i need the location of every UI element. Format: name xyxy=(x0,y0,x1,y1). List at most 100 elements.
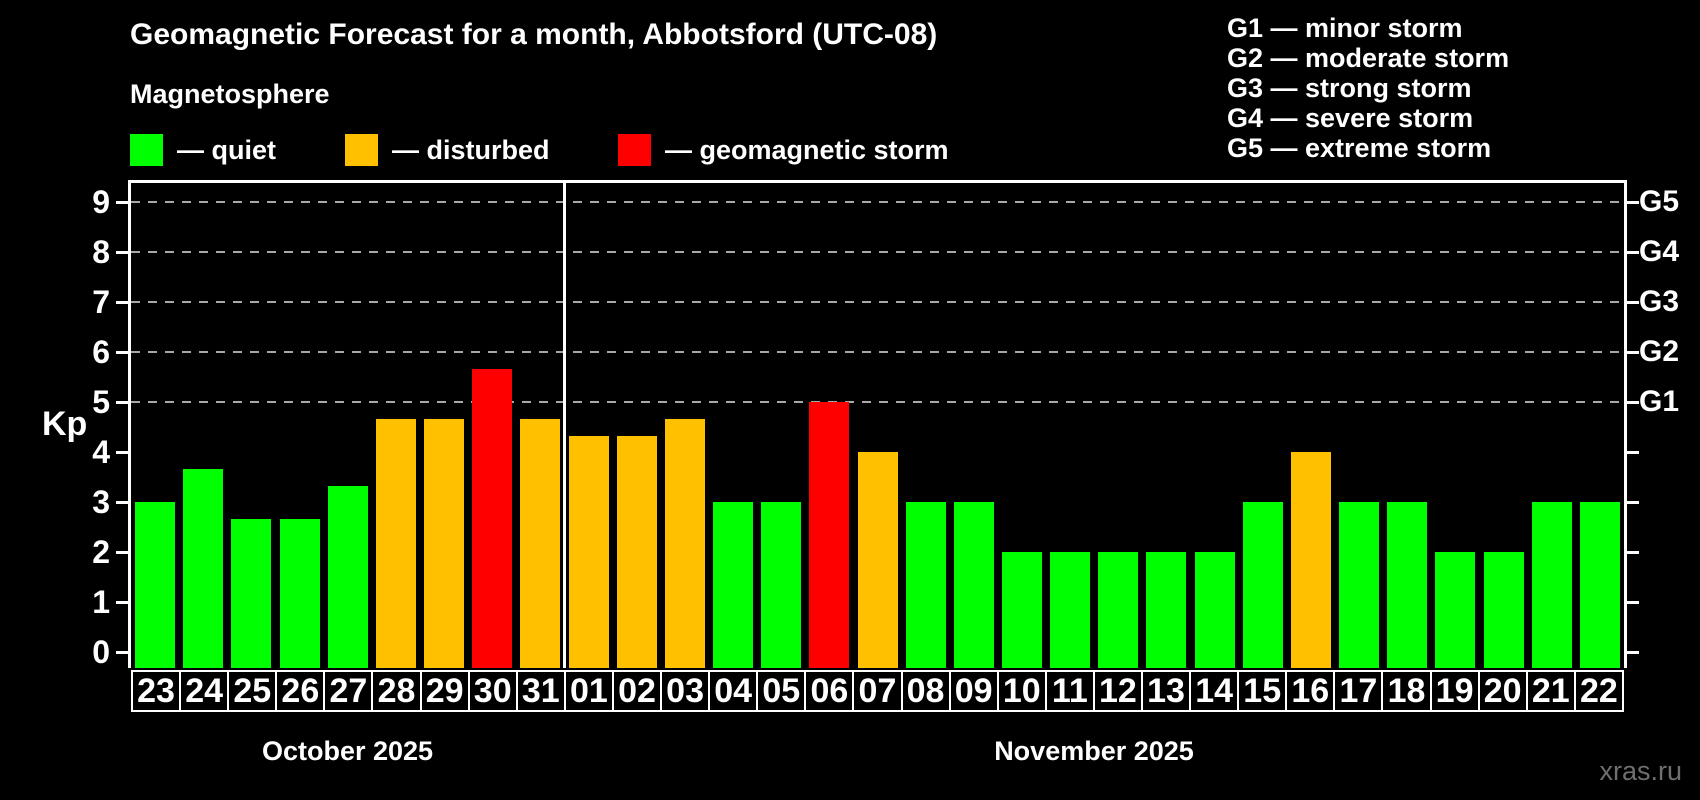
kp-bar-15 xyxy=(1242,502,1283,668)
kp-tick-label: 5 xyxy=(92,384,110,420)
day-label-30: 30 xyxy=(467,670,518,712)
g-axis-tick xyxy=(1627,250,1639,254)
g-axis-tick xyxy=(1627,350,1639,354)
gridline-kp9 xyxy=(131,201,1624,203)
day-label-16: 16 xyxy=(1285,670,1336,712)
month-label-october: October 2025 xyxy=(261,736,434,766)
gridline-kp5 xyxy=(131,401,1624,403)
kp-bar-14 xyxy=(1194,552,1235,668)
day-label-22: 22 xyxy=(1573,670,1624,712)
kp-bar-25 xyxy=(231,518,272,668)
kp-bar-26 xyxy=(279,518,320,668)
legend-item-quiet: — quiet xyxy=(130,133,276,167)
day-label-25: 25 xyxy=(227,670,278,712)
kp-bar-03 xyxy=(664,418,705,668)
kp-bar-23 xyxy=(135,502,176,668)
kp-bar-31 xyxy=(520,418,561,668)
g-scale-line: G1 — minor storm xyxy=(1227,13,1463,43)
kp-axis-tick xyxy=(116,550,128,554)
g-axis-tick xyxy=(1627,550,1639,554)
kp-bar-05 xyxy=(761,502,802,668)
g-axis-tick xyxy=(1627,500,1639,504)
day-label-05: 05 xyxy=(756,670,807,712)
gridline-kp8 xyxy=(131,251,1624,253)
day-label-04: 04 xyxy=(708,670,759,712)
kp-axis-tick xyxy=(116,650,128,654)
legend-item-disturbed: — disturbed xyxy=(345,133,550,167)
kp-bar-12 xyxy=(1098,552,1139,668)
watermark: xras.ru xyxy=(1599,756,1682,786)
day-label-03: 03 xyxy=(660,670,711,712)
kp-tick-label: 4 xyxy=(92,434,110,470)
legend-label: — quiet xyxy=(177,134,276,165)
kp-tick-label: 9 xyxy=(92,184,110,220)
gridline-kp7 xyxy=(131,301,1624,303)
day-label-12: 12 xyxy=(1092,670,1143,712)
legend-item-storm: — geomagnetic storm xyxy=(618,133,949,167)
kp-axis-tick xyxy=(116,300,128,304)
kp-axis-tick xyxy=(116,400,128,404)
day-label-28: 28 xyxy=(371,670,422,712)
day-label-19: 19 xyxy=(1429,670,1480,712)
day-label-20: 20 xyxy=(1477,670,1528,712)
kp-bar-19 xyxy=(1435,552,1476,668)
legend-label: — geomagnetic storm xyxy=(665,134,949,165)
day-label-23: 23 xyxy=(131,670,182,712)
kp-tick-label: 3 xyxy=(92,484,110,520)
g-axis-tick xyxy=(1627,450,1639,454)
day-label-24: 24 xyxy=(179,670,230,712)
kp-bar-30 xyxy=(472,368,513,668)
day-label-14: 14 xyxy=(1189,670,1240,712)
day-label-02: 02 xyxy=(611,670,663,712)
kp-bar-20 xyxy=(1483,552,1524,668)
day-label-09: 09 xyxy=(948,670,999,712)
kp-bar-11 xyxy=(1050,552,1091,668)
kp-bar-01 xyxy=(568,435,609,668)
kp-bar-18 xyxy=(1387,502,1428,668)
g-axis-tick xyxy=(1627,650,1639,654)
day-label-11: 11 xyxy=(1044,670,1095,712)
kp-tick-label: 7 xyxy=(92,284,110,320)
day-label-18: 18 xyxy=(1381,670,1432,712)
kp-bar-21 xyxy=(1531,502,1572,668)
disturbed-color-swatch xyxy=(345,134,378,166)
kp-bar-06 xyxy=(809,402,850,668)
kp-bar-02 xyxy=(616,435,657,668)
gridline-kp6 xyxy=(131,351,1624,353)
g-axis-tick xyxy=(1627,300,1639,304)
month-label-november: November 2025 xyxy=(994,736,1194,766)
day-label-31: 31 xyxy=(515,670,566,712)
g-axis-tick xyxy=(1627,200,1639,204)
kp-bar-24 xyxy=(183,468,224,668)
kp-tick-label: 8 xyxy=(92,234,110,270)
kp-bar-27 xyxy=(327,485,368,668)
legend-label: — disturbed xyxy=(392,134,550,165)
g-scale-legend: G1 — minor storm G2 — moderate storm G3 … xyxy=(1227,13,1509,163)
kp-axis-tick xyxy=(116,600,128,604)
kp-axis-tick xyxy=(116,350,128,354)
kp-axis-tick xyxy=(116,500,128,504)
kp-bar-09 xyxy=(953,502,994,668)
kp-tick-label: 2 xyxy=(92,534,110,570)
day-label-29: 29 xyxy=(419,670,470,712)
day-label-10: 10 xyxy=(996,670,1047,712)
kp-axis-tick xyxy=(116,450,128,454)
day-label-26: 26 xyxy=(275,670,326,712)
kp-axis-tick xyxy=(116,250,128,254)
g-scale-line: G2 — moderate storm xyxy=(1227,43,1510,73)
page-title: Geomagnetic Forecast for a month, Abbots… xyxy=(130,18,938,51)
kp-bar-16 xyxy=(1290,452,1331,668)
kp-bar-07 xyxy=(857,452,898,668)
day-label-08: 08 xyxy=(900,670,951,712)
day-label-13: 13 xyxy=(1140,670,1192,712)
day-label-15: 15 xyxy=(1237,670,1288,712)
kp-axis-tick xyxy=(116,200,128,204)
kp-bar-13 xyxy=(1146,552,1187,668)
kp-bar-04 xyxy=(713,502,754,668)
kp-bar-29 xyxy=(424,418,465,668)
month-separator-line xyxy=(562,183,566,668)
kp-tick-label: 1 xyxy=(92,584,110,620)
g-scale-line: G5 — extreme storm xyxy=(1227,133,1492,163)
g-axis-tick xyxy=(1627,400,1639,404)
